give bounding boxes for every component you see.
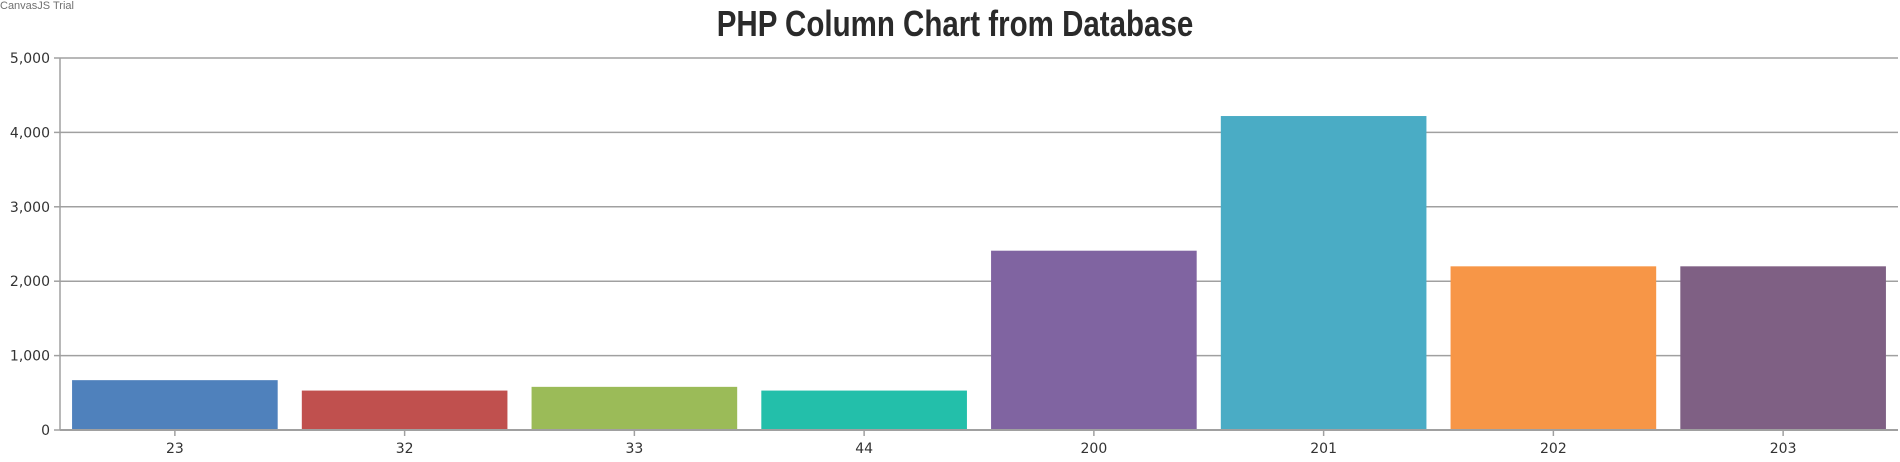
y-tick-label: 1,000 [10,349,50,365]
y-tick-label: 5,000 [10,51,50,67]
bar-23[interactable] [72,380,278,430]
bars [72,116,1886,431]
chart-title: PHP Column Chart from Database [717,3,1194,43]
x-tick-label: 201 [1310,441,1337,457]
watermark-text: CanvasJS Trial [0,0,74,12]
bar-44[interactable] [761,390,967,430]
bar-202[interactable] [1450,266,1657,430]
x-tick-label: 203 [1770,441,1797,457]
x-tick-label: 202 [1540,441,1567,457]
x-tick-label: 44 [855,441,873,457]
bar-201[interactable] [1220,116,1427,431]
x-axis: 23 32 33 44 200 201 202 203 [60,429,1898,457]
bar-200[interactable] [991,250,1197,430]
y-tick-label: 0 [41,423,50,439]
y-tick-label: 3,000 [10,200,50,216]
y-axis: 0 1,000 2,000 3,000 4,000 5,000 [10,51,61,439]
y-tick-label: 2,000 [10,274,50,290]
x-tick-label: 33 [625,441,643,457]
bar-32[interactable] [301,390,508,430]
x-tick-label: 23 [166,441,184,457]
y-tick-label: 4,000 [10,125,50,141]
bar-33[interactable] [531,386,738,430]
x-tick-label: 200 [1081,441,1108,457]
x-tick-label: 32 [396,441,414,457]
bar-203[interactable] [1680,266,1886,430]
